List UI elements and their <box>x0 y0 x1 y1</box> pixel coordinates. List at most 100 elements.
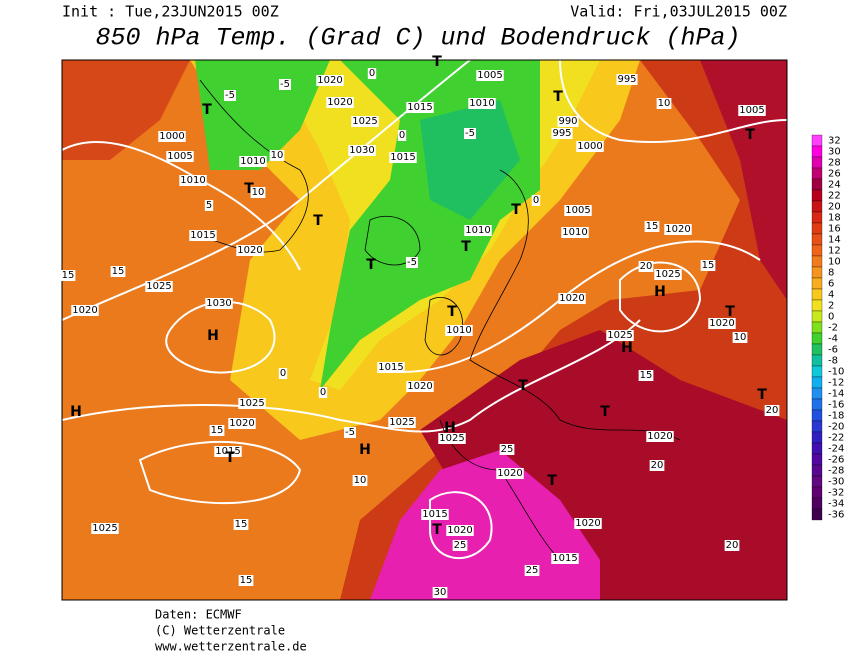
contour-label: 15 <box>640 370 653 381</box>
colorbar-swatch <box>811 332 823 345</box>
contour-label-box <box>732 332 748 343</box>
contour-label-box <box>432 587 448 598</box>
contour-label: 15 <box>62 270 75 281</box>
colorbar-swatch <box>811 244 823 257</box>
contour-label: 1005 <box>565 205 590 216</box>
contour-label-box <box>326 97 354 108</box>
valid-time: Valid: Fri,03JUL2015 00Z <box>570 3 787 21</box>
contour-label-box <box>700 260 716 271</box>
contour-label-box <box>318 387 328 398</box>
contour-label: 1020 <box>575 518 600 529</box>
contour-label-box <box>158 131 186 142</box>
map-frame <box>61 59 788 601</box>
contour-label-box <box>316 75 344 86</box>
contour-label-box <box>421 509 449 520</box>
colorbar-swatch <box>811 387 823 400</box>
colorbar-label: -18 <box>828 411 844 422</box>
colorbar-label: 16 <box>828 224 841 235</box>
contour-label: 10 <box>354 475 367 486</box>
colorbar-label: 24 <box>828 180 841 191</box>
contour-label: 1005 <box>477 70 502 81</box>
contour-label: 0 <box>369 68 375 79</box>
contour-label-box <box>531 195 541 206</box>
hot-area <box>700 60 787 300</box>
contour-label-box <box>179 175 207 186</box>
contour-label: 25 <box>501 444 514 455</box>
contour-label-box <box>564 205 592 216</box>
contour-label-box <box>551 553 579 564</box>
colorbar-label: 0 <box>828 312 834 323</box>
colorbar-swatch <box>811 277 823 290</box>
pressure-center: T <box>518 378 528 394</box>
contour-label-box <box>738 105 766 116</box>
contour-label: 1010 <box>240 156 265 167</box>
contour-label: 1030 <box>349 145 374 156</box>
contour-label: 1025 <box>352 116 377 127</box>
contour-label-box <box>238 575 254 586</box>
contour-label: 1030 <box>206 298 231 309</box>
contour-label: 1015 <box>378 362 403 373</box>
colorbar-swatch <box>811 200 823 213</box>
colorbar-label: -14 <box>828 389 844 400</box>
pressure-center: T <box>745 127 755 143</box>
pressure-center: H <box>359 442 371 458</box>
contour-label: 1005 <box>739 105 764 116</box>
contour-label-box <box>145 281 173 292</box>
colorbar-label: 4 <box>828 290 834 301</box>
contour-label: 1015 <box>390 152 415 163</box>
colorbar-label: -12 <box>828 378 844 389</box>
colorbar-swatch <box>811 497 823 510</box>
contour-label-box <box>476 70 504 81</box>
pressure-center: T <box>447 304 457 320</box>
contour-label-box <box>764 405 780 416</box>
contour-label-box <box>205 298 233 309</box>
contour-label-box <box>279 79 291 90</box>
contour-label-box <box>239 156 267 167</box>
pressure-center: T <box>432 54 442 70</box>
contour-label: -5 <box>225 90 235 101</box>
colorbar-label: -30 <box>828 477 844 488</box>
colorbar-swatch <box>811 288 823 301</box>
colorbar-label: -36 <box>828 510 844 521</box>
contour-label: 20 <box>726 540 739 551</box>
colorbar-swatch <box>811 178 823 191</box>
contour-label: 1020 <box>229 418 254 429</box>
colorbar-swatch <box>811 222 823 235</box>
contour-label: 1025 <box>655 269 680 280</box>
contour-label: 0 <box>533 195 539 206</box>
contour-label-box <box>464 128 476 139</box>
pressure-center: T <box>432 522 442 538</box>
colorbar-label: 28 <box>828 158 841 169</box>
contour-label: 15 <box>646 221 659 232</box>
contour-label-box <box>557 116 579 127</box>
colorbar-label: 2 <box>828 301 834 312</box>
contour-label: 1020 <box>317 75 342 86</box>
colorbar-swatch <box>811 475 823 488</box>
pressure-center: H <box>70 404 82 420</box>
contour-label-box <box>499 444 515 455</box>
contour-label: 1000 <box>577 141 602 152</box>
contour-label: 995 <box>552 128 571 139</box>
contour-label-box <box>348 145 376 156</box>
contour-label-box <box>561 227 589 238</box>
contour-label-box <box>496 468 524 479</box>
pressure-center: T <box>225 450 235 466</box>
colorbar-label: -26 <box>828 455 844 466</box>
pressure-center: T <box>553 89 563 105</box>
colorbar-label: -6 <box>828 345 838 356</box>
contour-label-box <box>468 98 496 109</box>
pressure-center: T <box>313 213 323 229</box>
contour-label: 1010 <box>446 325 471 336</box>
contour-label-box <box>377 362 405 373</box>
contour-label: 25 <box>454 540 467 551</box>
contour-label: 1020 <box>559 293 584 304</box>
contour-label: 1020 <box>237 245 262 256</box>
colorbar-swatch <box>811 343 823 356</box>
colorbar-label: -22 <box>828 433 844 444</box>
colorbar-label: -4 <box>828 334 838 345</box>
init-time: Init : Tue,23JUN2015 00Z <box>62 3 279 21</box>
cold-area <box>195 60 330 170</box>
contour-label-box <box>351 116 379 127</box>
contour-label: 10 <box>658 98 671 109</box>
